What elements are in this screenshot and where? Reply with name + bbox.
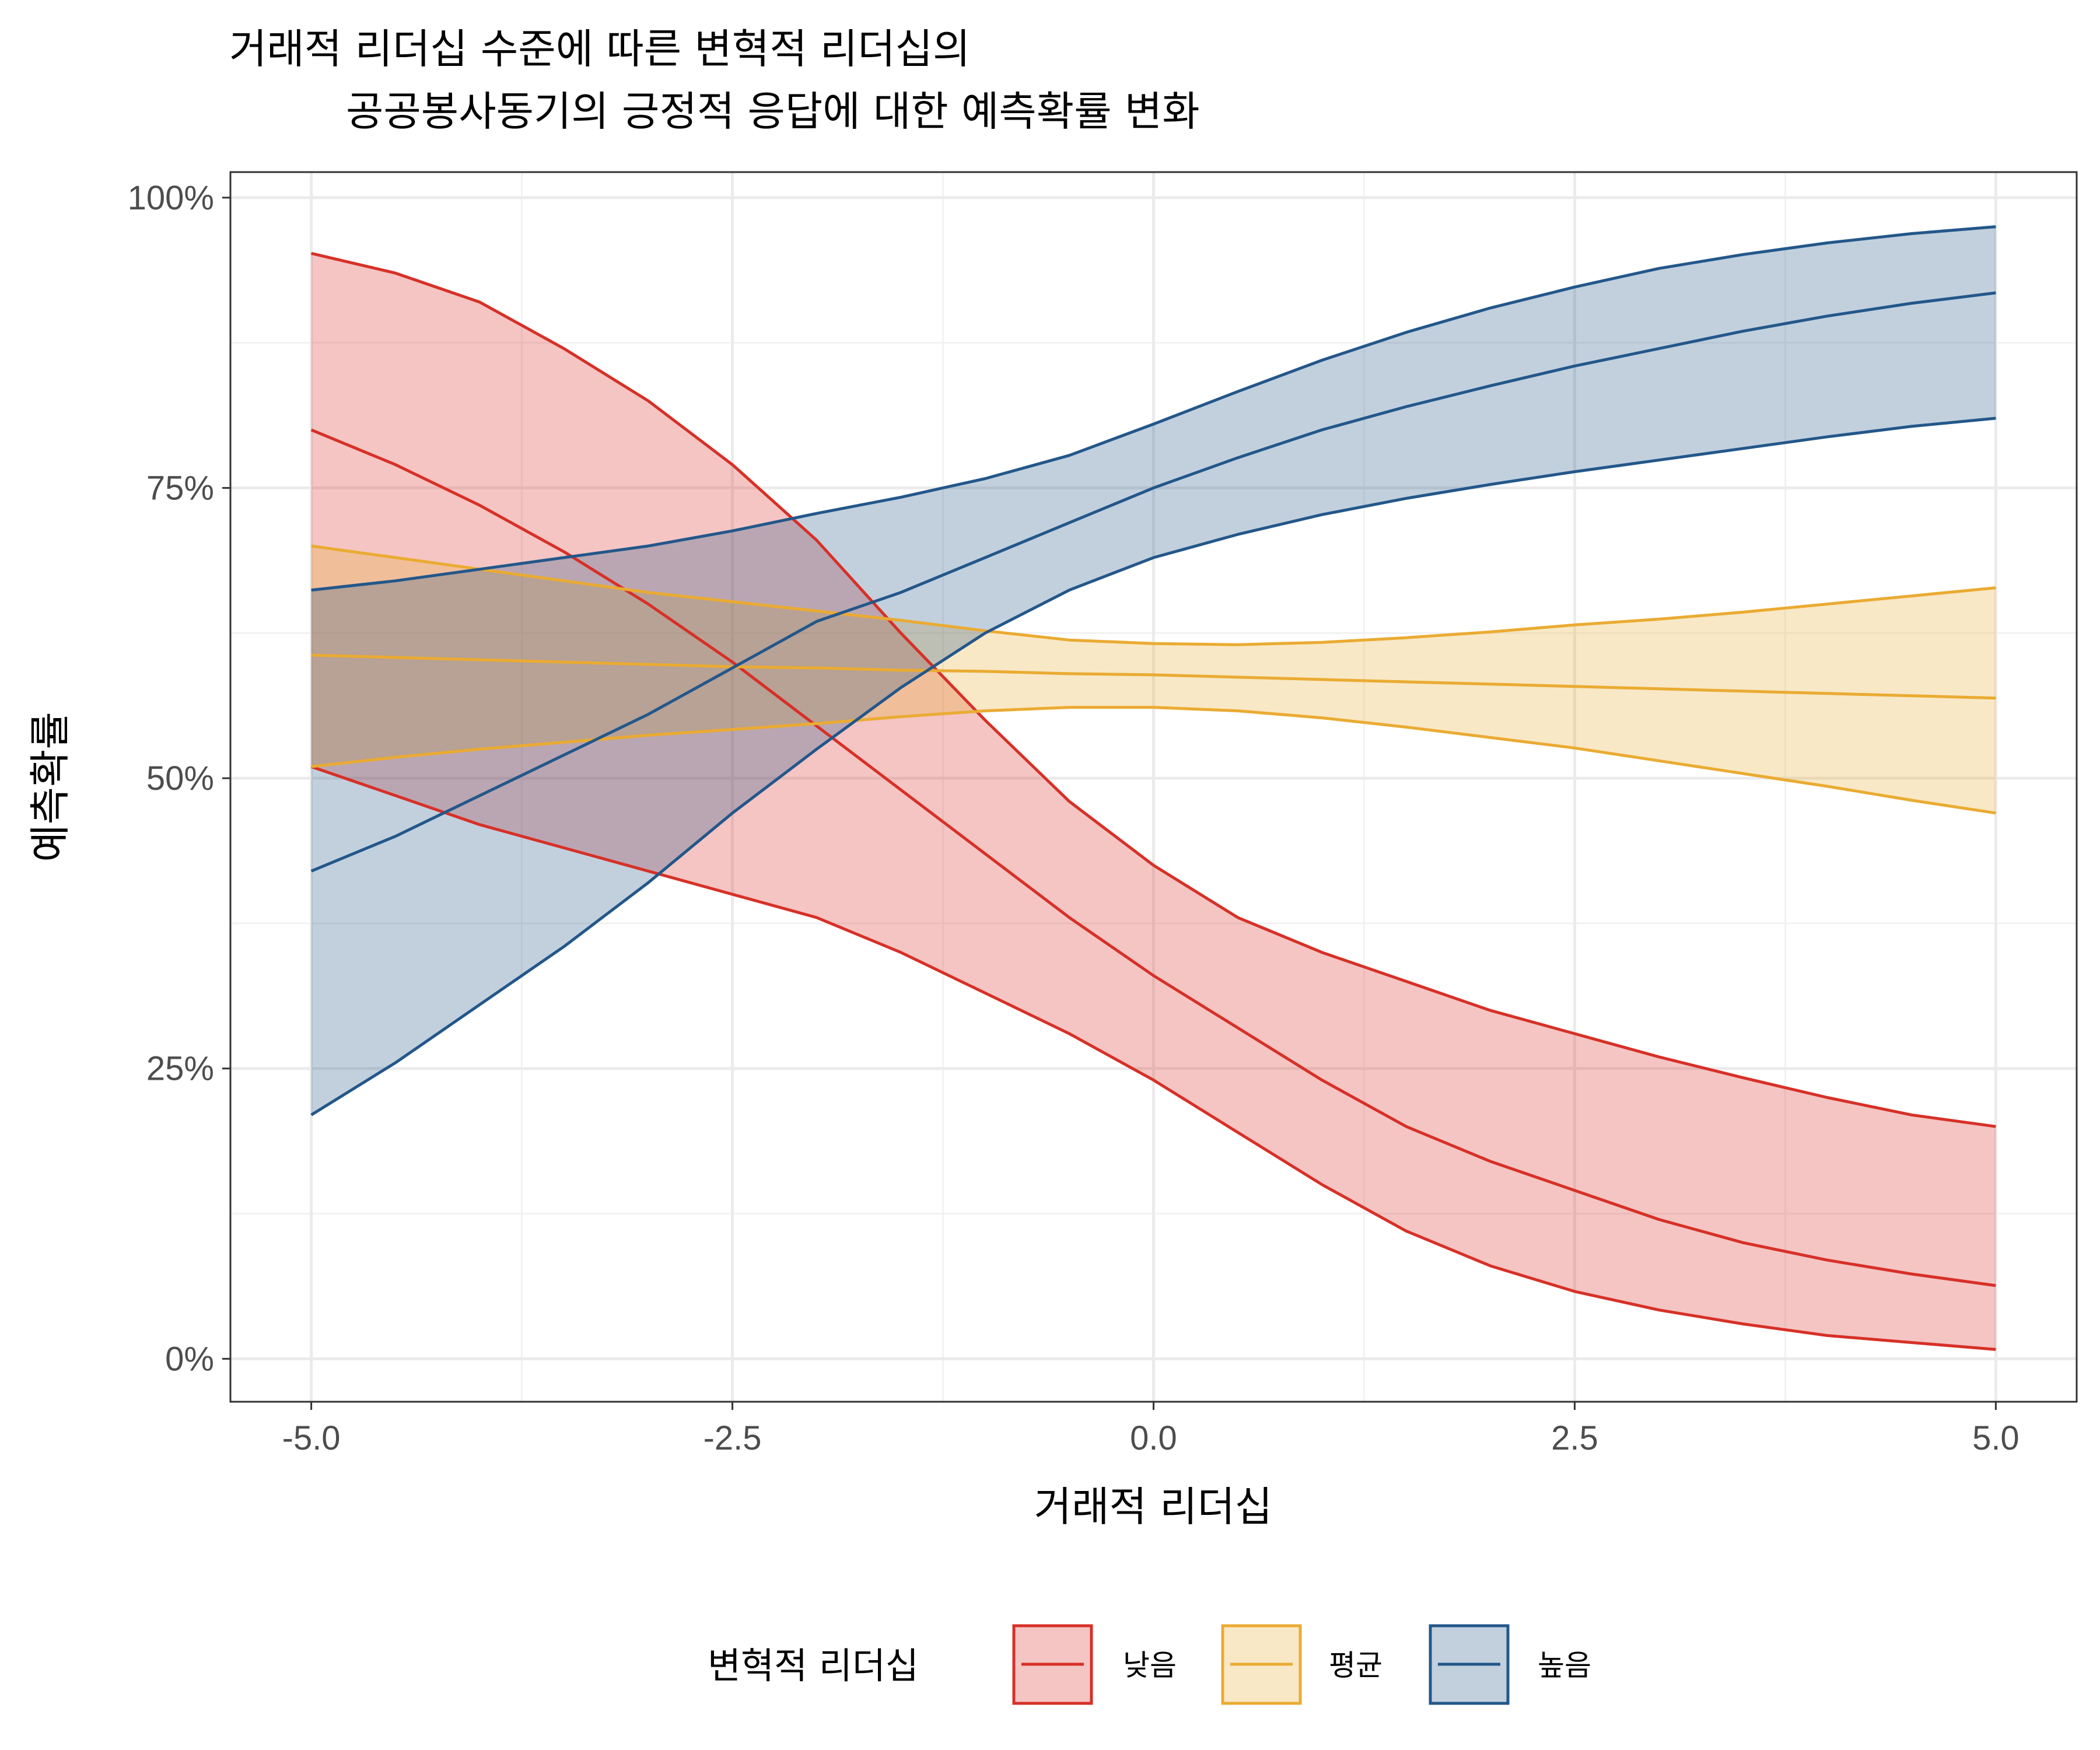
legend-label-높음: 높음	[1538, 1648, 1591, 1682]
legend-label-낮음: 낮음	[1123, 1648, 1177, 1682]
ribbon-평균	[311, 546, 1996, 813]
y-axis-title: 예측확률	[26, 712, 74, 862]
x-tick-label: 0.0	[1130, 1419, 1177, 1457]
x-axis-ticks: -5.0 -2.5 0.0 2.5 5.0	[282, 1402, 2020, 1457]
x-tick-label: 2.5	[1551, 1419, 1598, 1457]
y-axis-ticks: 0% 25% 50% 75% 100%	[128, 179, 230, 1378]
line-mean-높음	[310, 291, 1996, 873]
ribbon-낮음	[311, 253, 1996, 1350]
legend: 변혁적 리더십 낮음 평균 높음	[708, 1624, 1591, 1705]
chart-title-line-2: 공공봉사동기의 긍정적 응답에 대한 예측확률 변화	[346, 88, 1200, 135]
y-tick-label: 50%	[146, 760, 214, 797]
series-lines	[310, 225, 1996, 1351]
legend-title: 변혁적 리더십	[708, 1644, 919, 1687]
line-upper-평균	[311, 544, 1996, 646]
x-tick-label: -5.0	[282, 1419, 341, 1457]
confidence-ribbons	[311, 226, 1996, 1350]
x-axis-title: 거래적 리더십	[1034, 1483, 1273, 1531]
chart-title-line-1: 거래적 리더십 수준에 따른 변혁적 리더십의	[229, 25, 970, 73]
x-tick-label: -2.5	[704, 1419, 762, 1457]
y-tick-label: 100%	[128, 179, 214, 217]
line-upper-높음	[311, 225, 1996, 592]
y-tick-label: 25%	[146, 1050, 214, 1088]
line-mean-평균	[311, 653, 1996, 700]
y-tick-label: 0%	[165, 1340, 214, 1378]
y-tick-label: 75%	[146, 469, 214, 507]
line-lower-낮음	[310, 765, 1996, 1351]
major-gridlines	[230, 172, 2077, 1402]
line-upper-낮음	[311, 251, 1996, 1128]
line-lower-높음	[310, 416, 1996, 1116]
x-tick-label: 5.0	[1972, 1419, 2020, 1457]
ribbon-높음	[311, 226, 1996, 1115]
line-mean-낮음	[310, 428, 1996, 1287]
legend-label-평균: 평균	[1329, 1648, 1382, 1682]
